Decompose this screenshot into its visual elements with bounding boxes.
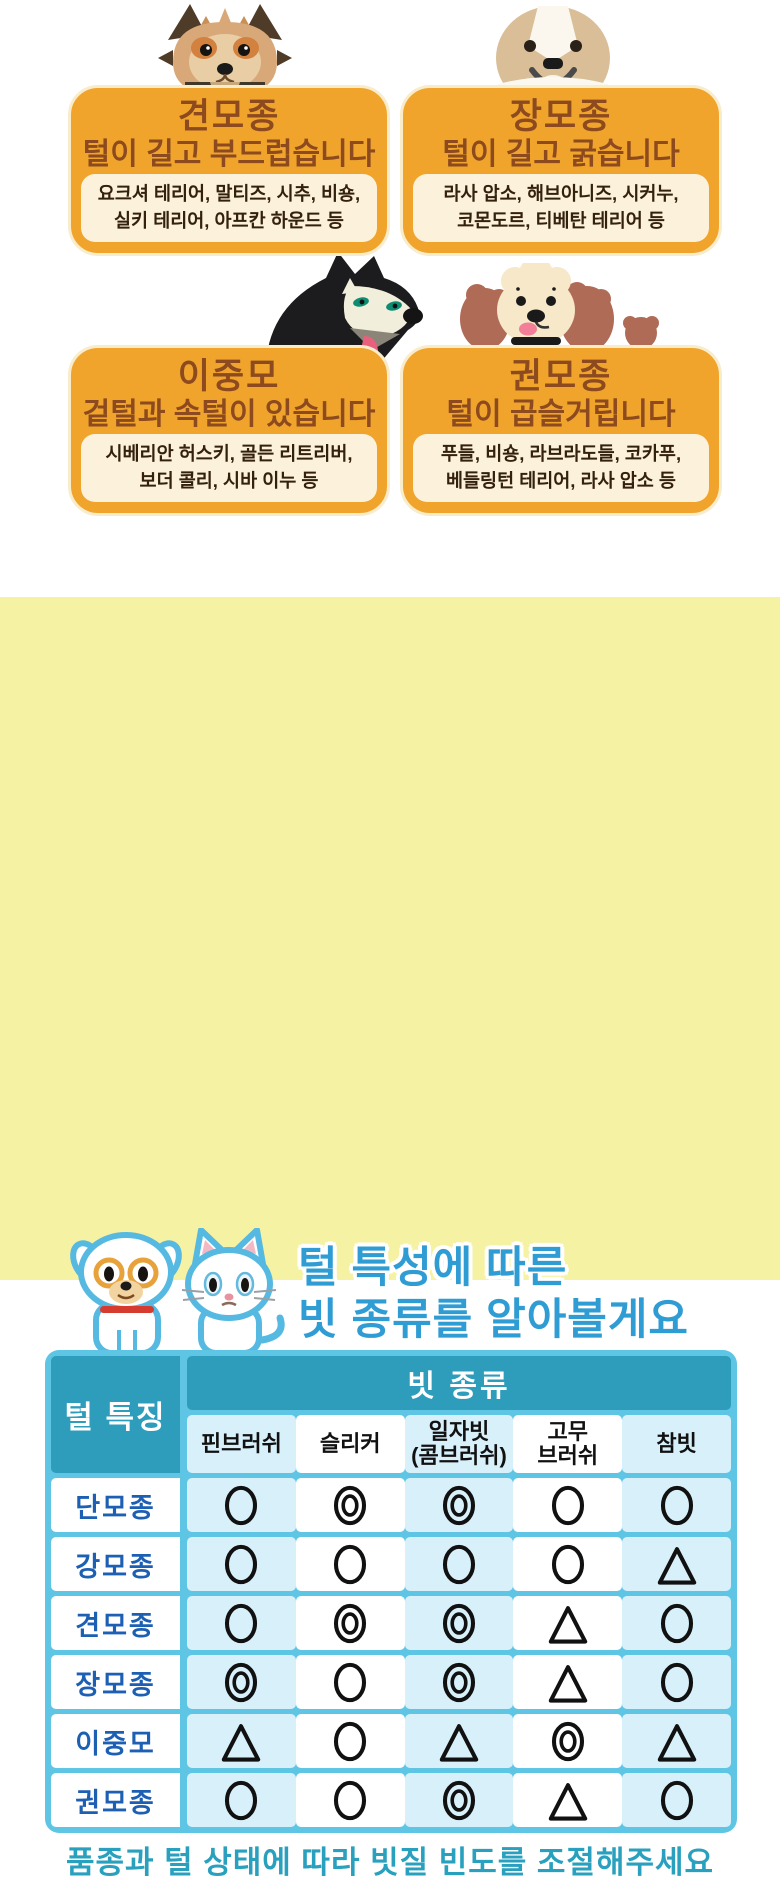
rating-triangle-icon [513,1773,623,1827]
rating-circle-icon [295,1714,405,1768]
column-header: 고무 브러쉬 [513,1415,623,1473]
double-coat-card: 이중모 겉털과 속털이 있습니다 시베리안 허스키, 골든 리트리버, 보더 콜… [68,345,390,516]
table-corner-header: 털 특징 [51,1356,187,1473]
rating-circle-icon [513,1478,623,1532]
rating-circle-icon [187,1773,296,1827]
dog-and-cat-icon [70,1228,285,1353]
rating-circle-icon [622,1773,731,1827]
card-subtitle: 털이 곱슬거립니다 [446,398,676,432]
card-breed-list: 요크셔 테리어, 말티즈, 시추, 비숑, 실키 테리어, 아프칸 하운드 등 [81,174,377,242]
card-subtitle: 겉털과 속털이 있습니다 [82,398,376,432]
rating-triangle-icon [513,1596,623,1650]
rating-triangle-icon [622,1537,731,1591]
rating-circle-icon [187,1537,296,1591]
rating-double-circle-icon [404,1773,514,1827]
column-header: 슬리커 [295,1415,405,1473]
card-breed-list: 시베리안 허스키, 골든 리트리버, 보더 콜리, 시바 이누 등 [81,434,377,502]
rating-circle-icon [622,1596,731,1650]
footer-note: 품종과 털 상태에 따라 빗질 빈도를 조절해주세요 [65,1845,715,1880]
card-breed-list: 푸들, 비숑, 라브라도들, 코카푸, 베들링턴 테리어, 라사 압소 등 [413,434,709,502]
rating-circle-icon [187,1596,296,1650]
column-header: 일자빗 (콤브러쉬) [404,1415,514,1473]
silky-coat-card: 견모종 털이 길고 부드럽습니다 요크셔 테리어, 말티즈, 시추, 비숑, 실… [68,85,390,256]
rating-triangle-icon [187,1714,296,1768]
row-label: 견모종 [51,1596,187,1650]
card-subtitle: 털이 길고 굵습니다 [442,138,680,172]
card-title: 권모종 [509,357,613,396]
rating-double-circle-icon [404,1655,514,1709]
poodle-icon [460,263,659,352]
rating-triangle-icon [404,1714,514,1768]
column-header: 핀브러쉬 [187,1415,296,1473]
column-header: 참빗 [622,1415,731,1473]
table-group-header: 빗 종류 [187,1356,731,1410]
rating-circle-icon [622,1478,731,1532]
rating-circle-icon [404,1537,514,1591]
rating-circle-icon [187,1478,296,1532]
rating-circle-icon [295,1773,405,1827]
rating-double-circle-icon [295,1478,405,1532]
rating-double-circle-icon [187,1655,296,1709]
coat-types-section: 견모종 털이 길고 부드럽습니다 요크셔 테리어, 말티즈, 시추, 비숑, 실… [0,0,780,597]
rating-double-circle-icon [295,1596,405,1650]
row-label: 이중모 [51,1714,187,1768]
rating-triangle-icon [513,1655,623,1709]
rating-double-circle-icon [404,1596,514,1650]
rating-circle-icon [622,1655,731,1709]
card-title: 장모종 [509,97,613,136]
row-label: 강모종 [51,1537,187,1591]
row-label: 장모종 [51,1655,187,1709]
section-heading: 털 특성에 따른 빗 종류를 알아볼게요 [298,1244,689,1345]
card-title: 견모종 [177,97,281,136]
rating-triangle-icon [622,1714,731,1768]
brush-guide-section: 털 특성에 따른 빗 종류를 알아볼게요 털 특징 빗 종류 핀브러쉬 슬리커 일자… [0,597,780,1880]
card-title: 이중모 [177,357,281,396]
card-breed-list: 라사 압소, 해브아니즈, 시커누, 코몬도르, 티베탄 테리어 등 [413,174,709,242]
row-label: 단모종 [51,1478,187,1532]
rating-circle-icon [295,1537,405,1591]
rating-double-circle-icon [404,1478,514,1532]
row-label: 권모종 [51,1773,187,1827]
rating-circle-icon [295,1655,405,1709]
rating-double-circle-icon [513,1714,623,1768]
card-subtitle: 털이 길고 부드럽습니다 [82,138,376,172]
rating-circle-icon [513,1537,623,1591]
siberian-husky-icon [266,252,423,363]
long-coat-card: 장모종 털이 길고 굵습니다 라사 압소, 해브아니즈, 시커누, 코몬도르, … [400,85,722,256]
curly-coat-card: 권모종 털이 곱슬거립니다 푸들, 비숑, 라브라도들, 코카푸, 베들링턴 테… [400,345,722,516]
